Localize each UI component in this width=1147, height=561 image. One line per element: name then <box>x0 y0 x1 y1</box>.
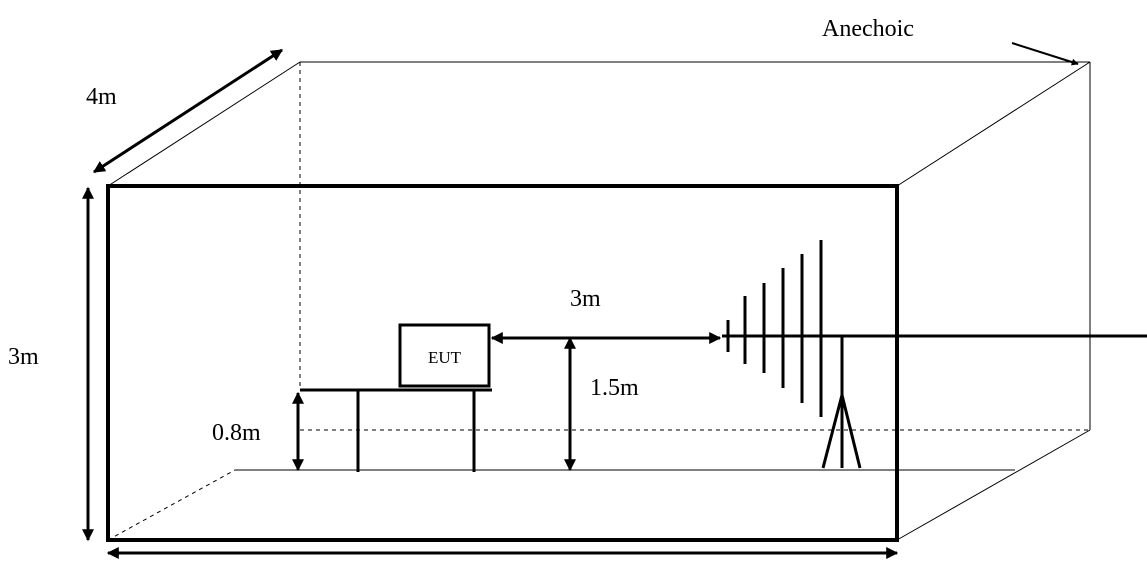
depth-label: 4m <box>86 84 117 110</box>
tripod-leg-left <box>821 394 844 469</box>
bottom-right-depth-edge <box>896 429 1091 541</box>
room-back-edges <box>107 61 1091 541</box>
distance-label: 3m <box>570 286 601 312</box>
height-label: 3m <box>8 344 39 370</box>
eut-box <box>398 323 491 388</box>
chamber-label: Anechoic <box>822 16 914 42</box>
tripod-leg-right <box>840 394 862 469</box>
antenna-height-label: 1.5m <box>590 375 639 401</box>
eut-label: EUT <box>428 348 462 367</box>
antenna-tripod <box>821 336 862 469</box>
top-right-depth-edge <box>896 61 1091 187</box>
chamber-pointer-arrow <box>1011 42 1079 66</box>
log-periodic-antenna <box>726 240 823 417</box>
floor-left-depth-hidden <box>107 469 236 541</box>
depth-arrow <box>92 48 284 174</box>
table-height-label: 0.8m <box>212 420 261 446</box>
room-front-face <box>106 184 899 542</box>
turntable-table <box>300 388 492 472</box>
dimension-arrows <box>82 42 1079 559</box>
top-left-depth-edge <box>107 61 301 187</box>
